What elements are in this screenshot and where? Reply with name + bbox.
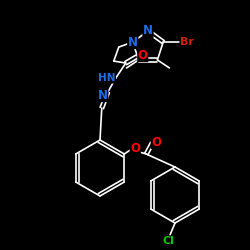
Text: N: N [98, 88, 108, 102]
Text: Br: Br [180, 37, 194, 47]
Text: O: O [130, 142, 140, 156]
Text: O: O [151, 136, 161, 148]
Text: N: N [143, 24, 153, 38]
Text: HN: HN [98, 73, 116, 83]
Text: O: O [138, 48, 148, 62]
Text: N: N [128, 36, 138, 49]
Text: Cl: Cl [162, 236, 174, 246]
